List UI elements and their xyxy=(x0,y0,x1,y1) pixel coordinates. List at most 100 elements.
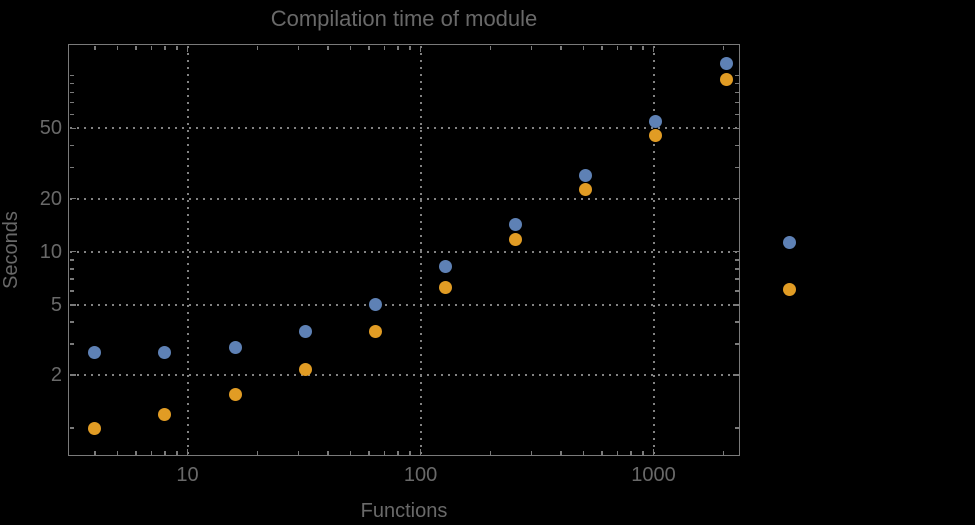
chart-title: Compilation time of module xyxy=(270,6,538,31)
x-tick-top xyxy=(560,45,562,50)
x-tick-bottom xyxy=(630,450,632,455)
data-point-blue-64 xyxy=(368,298,382,312)
x-tick-top xyxy=(176,45,178,50)
y-tick-right xyxy=(734,290,739,292)
x-tick-top xyxy=(150,45,153,50)
y-tick-label-5: 5 xyxy=(50,293,62,316)
y-tick-left xyxy=(69,197,76,200)
y-tick-left xyxy=(69,427,74,429)
y-tick-left xyxy=(69,144,74,147)
y-tick-left xyxy=(69,127,76,130)
x-tick-bottom xyxy=(642,450,644,455)
legend-marker-2 xyxy=(783,283,796,296)
data-point-orange-512 xyxy=(579,183,593,197)
y-tick-left xyxy=(69,374,76,376)
x-tick-top xyxy=(409,45,411,50)
y-tick-left xyxy=(69,268,74,270)
y-tick-right xyxy=(732,197,739,200)
x-tick-top xyxy=(135,45,137,50)
x-tick-label-10: 10 xyxy=(176,464,199,486)
data-point-orange-8 xyxy=(158,407,172,421)
x-tick-bottom xyxy=(652,448,655,455)
x-tick-bottom xyxy=(349,450,352,455)
y-tick-label-20: 20 xyxy=(39,187,62,210)
gridline-horizontal-2 xyxy=(70,374,738,377)
y-tick-left xyxy=(69,113,74,116)
y-tick-right xyxy=(734,259,739,261)
gridline-horizontal-10 xyxy=(70,250,738,253)
x-tick-top xyxy=(601,45,603,50)
gridline-horizontal-20 xyxy=(70,197,738,200)
x-tick-bottom xyxy=(327,450,329,455)
x-tick-top xyxy=(256,45,259,50)
data-point-blue-1024 xyxy=(649,115,663,129)
y-tick-right xyxy=(732,304,739,306)
gridline-horizontal-5 xyxy=(70,303,738,306)
x-tick-bottom xyxy=(368,450,370,455)
x-tick-top xyxy=(652,45,655,52)
y-tick-left xyxy=(69,82,74,85)
data-point-orange-32 xyxy=(298,362,312,376)
x-tick-bottom xyxy=(150,450,153,455)
y-tick-right xyxy=(732,127,739,130)
data-point-orange-16 xyxy=(228,388,242,402)
y-tick-right xyxy=(732,374,739,376)
y-tick-label-2: 2 xyxy=(50,364,62,387)
x-tick-bottom xyxy=(489,450,492,455)
x-tick-bottom xyxy=(616,450,619,455)
data-point-orange-1024 xyxy=(649,128,663,142)
gridline-vertical-1000 xyxy=(652,46,655,454)
data-point-blue-512 xyxy=(579,169,593,183)
data-point-orange-128 xyxy=(439,280,452,294)
x-tick-top xyxy=(419,45,422,52)
x-tick-top xyxy=(489,45,492,50)
gridline-horizontal-50 xyxy=(70,127,738,130)
y-tick-right xyxy=(734,427,739,429)
y-tick-left xyxy=(69,343,74,345)
x-tick-bottom xyxy=(530,450,533,455)
y-tick-right xyxy=(734,343,739,345)
legend-marker-1 xyxy=(783,236,796,249)
y-tick-right xyxy=(734,74,739,77)
data-point-blue-256 xyxy=(509,217,523,231)
y-tick-right xyxy=(732,250,739,253)
x-tick-top xyxy=(397,45,399,50)
x-tick-bottom xyxy=(560,450,562,455)
y-tick-left xyxy=(69,278,74,280)
gridline-vertical-100 xyxy=(419,46,422,454)
x-tick-bottom xyxy=(397,450,399,455)
x-axis-label: Functions xyxy=(360,500,448,522)
y-tick-left xyxy=(69,101,74,104)
data-point-blue-128 xyxy=(439,260,452,274)
y-tick-right xyxy=(734,321,739,323)
x-tick-top xyxy=(327,45,329,50)
y-tick-right xyxy=(734,113,739,116)
x-tick-bottom xyxy=(164,450,166,455)
x-tick-bottom xyxy=(297,450,300,455)
data-point-orange-256 xyxy=(509,232,523,246)
y-tick-left xyxy=(69,166,74,169)
data-point-blue-4 xyxy=(88,345,102,359)
x-tick-top xyxy=(368,45,370,50)
y-tick-right xyxy=(734,268,739,270)
x-tick-bottom xyxy=(383,450,386,455)
data-point-blue-2048 xyxy=(719,57,733,71)
x-tick-bottom xyxy=(94,450,96,455)
x-tick-top xyxy=(630,45,632,50)
y-tick-left xyxy=(69,304,76,306)
x-tick-top xyxy=(530,45,533,50)
y-tick-right xyxy=(734,278,739,280)
y-tick-right xyxy=(734,144,739,147)
x-tick-bottom xyxy=(601,450,603,455)
y-tick-left xyxy=(69,259,74,261)
x-tick-top xyxy=(164,45,166,50)
y-tick-left xyxy=(69,321,74,323)
x-tick-bottom xyxy=(419,448,422,455)
x-tick-bottom xyxy=(256,450,259,455)
data-point-blue-16 xyxy=(228,341,242,355)
x-tick-top xyxy=(186,45,189,52)
x-tick-top xyxy=(383,45,386,50)
x-tick-bottom xyxy=(582,450,585,455)
x-tick-top xyxy=(116,45,119,50)
